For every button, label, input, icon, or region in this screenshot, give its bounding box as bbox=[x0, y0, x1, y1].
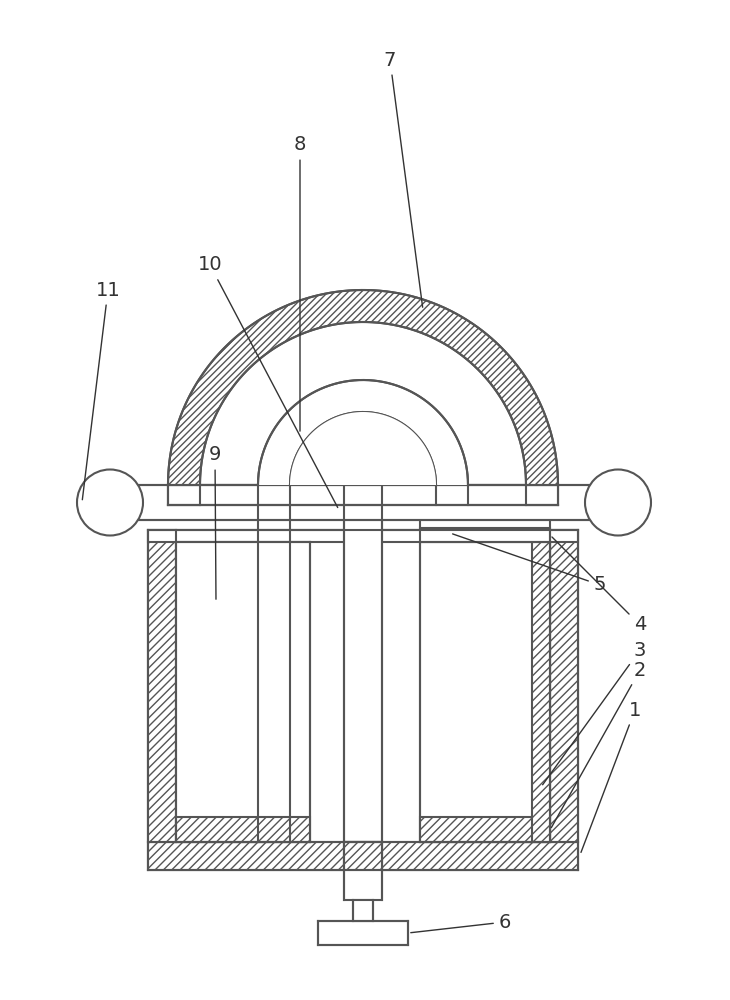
Circle shape bbox=[77, 470, 143, 536]
Polygon shape bbox=[176, 817, 310, 842]
Text: 3: 3 bbox=[542, 641, 646, 785]
Polygon shape bbox=[353, 900, 373, 921]
Text: 2: 2 bbox=[551, 660, 646, 828]
Polygon shape bbox=[176, 542, 310, 842]
Polygon shape bbox=[148, 530, 578, 542]
Polygon shape bbox=[550, 530, 578, 842]
Polygon shape bbox=[344, 842, 382, 900]
Polygon shape bbox=[168, 485, 200, 505]
Text: 10: 10 bbox=[198, 255, 338, 508]
Polygon shape bbox=[148, 530, 578, 870]
Polygon shape bbox=[148, 842, 578, 870]
Polygon shape bbox=[344, 842, 382, 870]
Polygon shape bbox=[344, 400, 382, 842]
Text: 6: 6 bbox=[411, 912, 511, 933]
Polygon shape bbox=[110, 485, 618, 520]
Text: 9: 9 bbox=[209, 446, 221, 599]
Circle shape bbox=[585, 470, 651, 536]
Text: 8: 8 bbox=[293, 135, 306, 431]
Text: 7: 7 bbox=[384, 50, 423, 307]
Polygon shape bbox=[258, 380, 468, 485]
Polygon shape bbox=[168, 290, 558, 485]
Polygon shape bbox=[420, 542, 550, 842]
Polygon shape bbox=[420, 817, 550, 842]
Polygon shape bbox=[532, 542, 550, 842]
Text: 11: 11 bbox=[82, 280, 120, 500]
Text: 1: 1 bbox=[581, 700, 641, 852]
Polygon shape bbox=[290, 412, 436, 485]
Polygon shape bbox=[318, 921, 408, 945]
Text: 4: 4 bbox=[552, 537, 646, 635]
Polygon shape bbox=[420, 516, 550, 542]
Text: 5: 5 bbox=[453, 534, 606, 594]
Polygon shape bbox=[148, 530, 176, 842]
Polygon shape bbox=[526, 485, 558, 505]
Polygon shape bbox=[168, 485, 558, 505]
